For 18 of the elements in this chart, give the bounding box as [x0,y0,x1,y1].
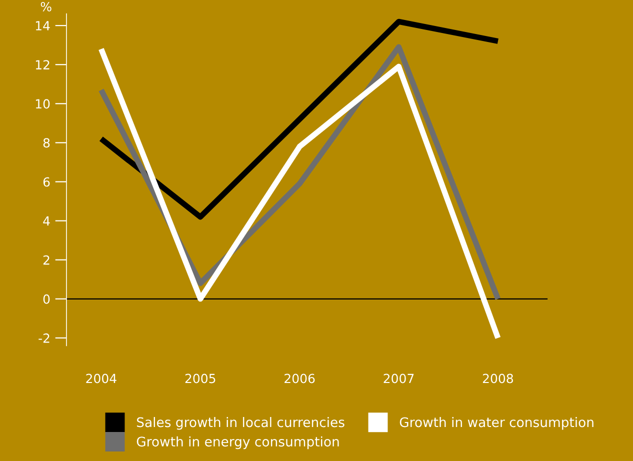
y-tick-label: -2 [38,333,50,343]
legend-label: Sales growth in local currencies [136,416,344,430]
y-axis-title: % [40,2,52,12]
y-tick-label: 2 [43,255,50,265]
x-tick-label: 2005 [185,374,216,384]
y-tick-label: 8 [43,138,50,148]
legend-label: Growth in energy consumption [136,436,339,450]
y-tick-label: 14 [36,21,50,30]
legend-label: Growth in water consumption [400,416,594,430]
y-tick-label: 12 [36,60,50,70]
y-tick-label: 4 [43,216,50,226]
y-tick-label: 6 [43,177,50,187]
x-tick-label: 2008 [482,374,513,384]
y-tick-label: 10 [36,99,50,109]
y-tick-label: 0 [43,294,50,304]
x-tick-label: 2006 [284,374,315,384]
x-tick-label: 2007 [384,374,414,384]
x-tick-label: 2004 [86,374,116,384]
